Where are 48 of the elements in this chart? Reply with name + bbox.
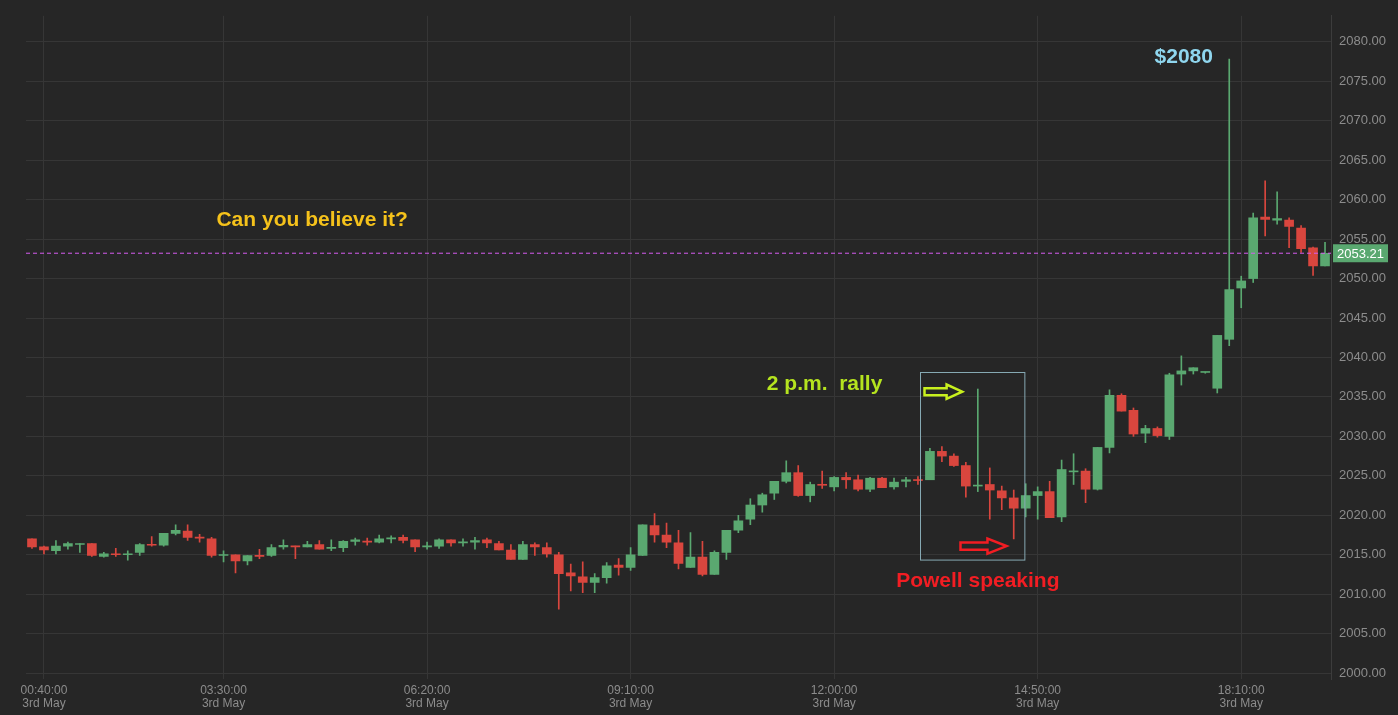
candlestick [577,561,588,593]
candlestick [1224,58,1235,346]
candlestick [530,542,540,556]
x-tick-label: 00:40:00 3rd May [20,682,68,711]
y-tick-label: 2075.00 [1339,72,1387,88]
annotation: Can you believe it? [216,206,408,230]
candlestick [1272,191,1282,225]
y-tick-label: 2045.00 [1339,309,1387,325]
y-tick-label: 2070.00 [1339,112,1387,128]
y-tick-label: 2055.00 [1339,230,1387,246]
candlestick [326,539,337,552]
candlestick [1008,489,1019,540]
y-tick-label: 2030.00 [1339,427,1387,443]
y-tick-label: 2080.00 [1339,33,1387,49]
candlestick [913,476,923,485]
y-tick-label: 2020.00 [1339,506,1387,522]
candlestick [1284,217,1294,249]
y-tick-label: 2040.00 [1339,349,1387,365]
candlestick [110,548,121,557]
annotation: Powell speaking [896,567,1060,591]
x-tick-label: 14:50:00 3rd May [1014,682,1062,711]
candlestick [817,470,828,489]
x-tick-label: 12:00:00 3rd May [810,682,858,711]
y-tick-label: 2005.00 [1339,625,1387,641]
x-tick-label: 18:10:00 3rd May [1217,682,1265,711]
y-tick-label: 2065.00 [1339,151,1387,167]
y-tick-label: 2025.00 [1339,467,1387,483]
annotation: 2 p.m. rally [766,371,883,395]
candlestick [1236,275,1247,309]
candlestick [75,543,85,553]
x-tick-label: 03:30:00 3rd May [200,682,248,711]
candlestick [984,467,995,520]
candlestick [1032,486,1043,520]
y-tick-label: 2035.00 [1339,388,1387,404]
y-tick-label: 2060.00 [1339,191,1387,207]
candlestick [146,536,157,547]
y-tick-label: 2015.00 [1339,546,1387,562]
candlestick [841,472,851,489]
x-tick-label: 06:20:00 3rd May [403,682,451,711]
y-tick-label: 2050.00 [1339,270,1387,286]
y-tick-label: 2000.00 [1339,664,1387,680]
x-tick-label: 09:10:00 3rd May [607,682,655,711]
candlestick [122,550,133,561]
candlestick [470,537,480,550]
ref-line-label: 2053.21 [1337,245,1385,261]
y-tick-label: 2010.00 [1339,585,1387,601]
candlestick [1260,180,1270,237]
annotation: $2080 [1154,44,1213,68]
